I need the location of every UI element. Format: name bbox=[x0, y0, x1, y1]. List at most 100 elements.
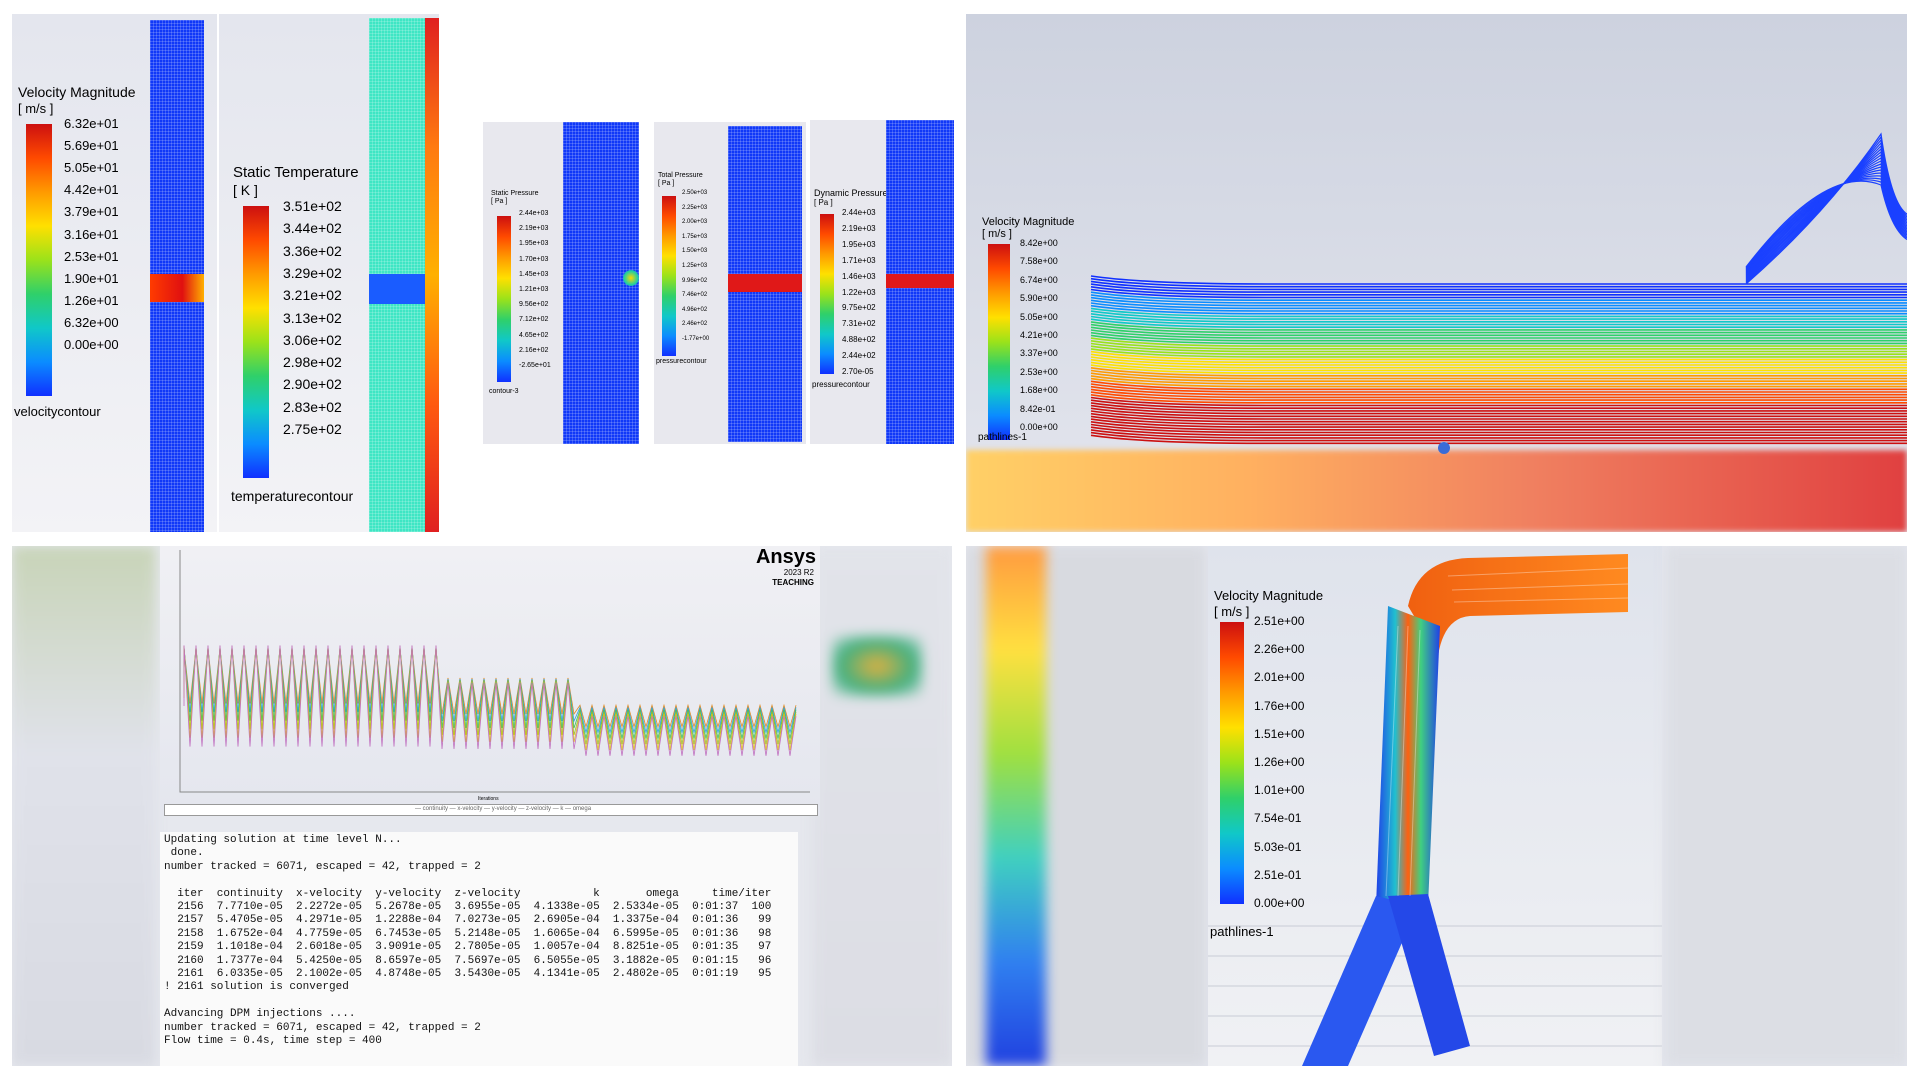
colorbar-tick: 6.32e+01 bbox=[64, 116, 119, 131]
colorbar-tick: 7.54e-01 bbox=[1254, 811, 1302, 826]
colorbar-tick: 3.21e+02 bbox=[283, 287, 342, 304]
colorbar-tick: 1.22e+03 bbox=[842, 287, 876, 297]
pathline bbox=[1090, 388, 1907, 399]
colorbar-tick: 3.16e+01 bbox=[64, 226, 119, 242]
temperature-contour-panel: Static Temperature [ K ] 3.51e+02 3.44e+0… bbox=[219, 14, 439, 532]
pathline bbox=[1090, 434, 1907, 445]
residuals-xlabel: Iterations bbox=[478, 796, 499, 802]
colorbar-tick: 3.44e+02 bbox=[283, 220, 342, 237]
pathline bbox=[1090, 277, 1907, 288]
pathlines-pipe-colorbar bbox=[1220, 622, 1244, 904]
ansys-version: 2023 R2 bbox=[783, 568, 814, 577]
colorbar-tick: 2.44e+03 bbox=[842, 208, 876, 217]
pathline bbox=[1090, 380, 1907, 391]
pathline bbox=[1090, 410, 1907, 420]
pathline bbox=[1090, 304, 1907, 315]
pipe-right-blur bbox=[1666, 546, 1907, 1066]
pathline bbox=[1090, 407, 1907, 418]
colorbar-tick: 3.29e+02 bbox=[283, 264, 342, 281]
pathline bbox=[1090, 369, 1907, 380]
colorbar-tick: 1.46e+03 bbox=[842, 271, 876, 281]
pathline bbox=[1090, 299, 1907, 310]
static-pressure-panel: Static Pressure [ Pa ] 2.44e+03 2.19e+03 1… bbox=[483, 122, 639, 444]
colorbar-tick: 7.58e+00 bbox=[1020, 256, 1058, 267]
pathline-vortex bbox=[1745, 166, 1907, 274]
temperature-legend-title: Static Temperature bbox=[233, 164, 359, 181]
pathline bbox=[1090, 296, 1907, 307]
colorbar-tick: 1.71e+03 bbox=[842, 255, 876, 265]
colorbar-tick: 2.16e+02 bbox=[519, 346, 549, 354]
pathline bbox=[1090, 288, 1907, 299]
pipe-outlet bbox=[1408, 554, 1628, 656]
velocity-legend-title: Velocity Magnitude bbox=[18, 84, 136, 100]
pathlines-pipe-name: pathlines-1 bbox=[1210, 924, 1274, 939]
total-pressure-colorbar bbox=[662, 196, 676, 356]
colorbar-tick: 1.68e+00 bbox=[1020, 385, 1058, 396]
colorbar-tick: 4.65e+02 bbox=[519, 331, 549, 339]
pathline bbox=[1090, 291, 1907, 301]
colorbar-tick: 5.90e+00 bbox=[1020, 293, 1058, 304]
pathline bbox=[1090, 318, 1907, 328]
dynamic-pressure-title: Dynamic Pressure bbox=[814, 188, 888, 198]
dynamic-pressure-jet bbox=[886, 274, 954, 288]
pathline bbox=[1090, 334, 1907, 345]
pathline bbox=[1090, 423, 1907, 434]
residuals-chart bbox=[179, 550, 810, 793]
pathline bbox=[1090, 426, 1907, 436]
colorbar-tick: 2.75e+02 bbox=[283, 421, 342, 437]
pathline bbox=[1090, 313, 1907, 323]
pathline bbox=[1090, 399, 1907, 409]
temperature-wall bbox=[425, 18, 439, 532]
colorbar-tick: 1.90e+01 bbox=[64, 270, 119, 286]
pathline-vortex bbox=[1745, 160, 1907, 276]
pathline bbox=[1090, 286, 1907, 296]
colorbar-tick: 3.37e+00 bbox=[1020, 348, 1058, 359]
colorbar-tick: 4.42e+01 bbox=[64, 182, 119, 198]
pathline bbox=[1090, 383, 1907, 393]
velocity-contour-panel: Velocity Magnitude [ m/s ] 6.32e+01 5.69e… bbox=[12, 14, 217, 532]
pathline bbox=[1090, 361, 1907, 372]
colorbar-tick: 4.96e+02 bbox=[682, 306, 708, 313]
colorbar-tick: 2.44e+03 bbox=[519, 210, 549, 217]
colorbar-tick: 9.56e+02 bbox=[519, 301, 549, 309]
colorbar-tick: 1.01e+00 bbox=[1254, 783, 1305, 798]
colorbar-tick: 5.03e-01 bbox=[1254, 839, 1302, 854]
pathline bbox=[1090, 329, 1907, 339]
temperature-jet bbox=[369, 274, 425, 304]
pathlines-top-title: Velocity Magnitude bbox=[982, 216, 1075, 228]
pathline-vortex bbox=[1745, 147, 1907, 280]
dynamic-pressure-pipe bbox=[886, 120, 954, 444]
pathline bbox=[1090, 358, 1907, 369]
colorbar-tick: 0.00e+00 bbox=[1020, 422, 1058, 432]
pathline-vortex bbox=[1745, 157, 1907, 277]
pathline bbox=[1090, 280, 1907, 291]
pathline-vortex bbox=[1745, 180, 1907, 268]
pathline-vortex bbox=[1745, 144, 1907, 281]
temperature-legend-unit: [ K ] bbox=[233, 182, 258, 198]
pathlines-pipe-title: Velocity Magnitude bbox=[1214, 588, 1324, 603]
pathline-vortex bbox=[1745, 132, 1907, 285]
colorbar-tick: 6.32e+00 bbox=[64, 314, 119, 330]
residuals-axes bbox=[179, 550, 810, 793]
colorbar-tick: 3.36e+02 bbox=[283, 242, 342, 259]
residuals-legend: — continuity — x-velocity — y-velocity —… bbox=[415, 806, 592, 812]
pathline bbox=[1090, 377, 1907, 388]
static-pressure-title: Static Pressure bbox=[491, 190, 539, 197]
pathline bbox=[1090, 415, 1907, 426]
pathlines-marker bbox=[1438, 442, 1450, 454]
colorbar-tick: 2.53e+01 bbox=[64, 248, 119, 264]
colorbar-tick: 2.98e+02 bbox=[283, 354, 342, 371]
colorbar-tick: 2.50e+03 bbox=[682, 190, 708, 196]
colorbar-tick: 2.90e+02 bbox=[283, 376, 342, 393]
pathline bbox=[1090, 331, 1907, 342]
total-pressure-panel: Total Pressure [ Pa ] 2.50e+03 2.25e+03 2.… bbox=[654, 122, 806, 444]
pathline bbox=[1090, 348, 1907, 358]
velocity-jet bbox=[150, 274, 204, 302]
pathline bbox=[1090, 356, 1907, 366]
colorbar-tick: 1.76e+00 bbox=[1254, 698, 1305, 713]
right-blur bbox=[812, 546, 952, 1066]
pathline bbox=[1090, 337, 1907, 347]
pathline bbox=[1090, 375, 1907, 385]
temperature-colorbar bbox=[243, 206, 269, 478]
pipe-streamlines bbox=[1385, 567, 1629, 897]
